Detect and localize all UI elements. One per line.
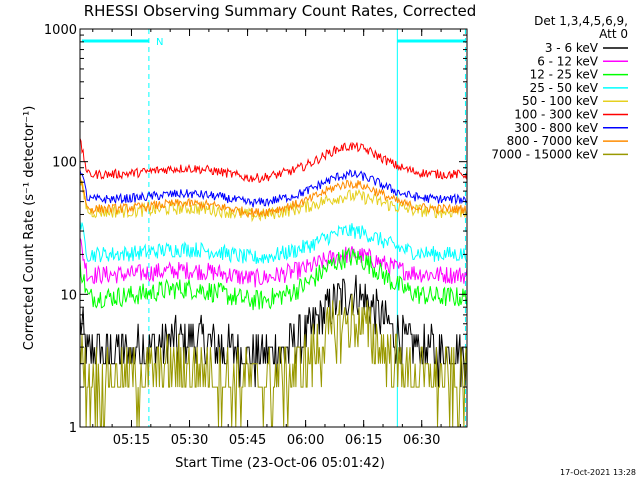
series-line-8 [79,294,468,428]
x-tick-label: 05:15 [113,433,150,448]
legend-label-4: 50 - 100 keV [522,94,599,108]
series-line-7 [79,177,468,218]
y-tick-label: 10 [60,288,77,303]
legend-header-line2: Att 0 [599,27,628,41]
series-line-6 [79,169,468,208]
legend-label-7: 800 - 7000 keV [507,134,599,148]
y-tick-label: 1000 [44,23,77,38]
series-line-3 [79,220,468,264]
axes-layer: 05:15 05:30 05:45 06:00 06:15 06:30 1 10 100 1000 [44,23,467,448]
timestamp: 17-Oct-2021 13:28 [560,468,636,477]
n-annotation: N [156,37,163,48]
plot-frame [79,28,468,428]
legend-label-1: 6 - 12 keV [537,54,599,68]
series-line-1 [79,237,468,288]
y-axis-label: Corrected Count Rate (s⁻¹ detector⁻¹) [22,106,37,351]
series-line-2 [79,247,468,311]
x-tick-label: 05:30 [171,433,208,448]
observing-interval-markers [81,29,466,427]
legend-label-8: 7000 - 15000 keV [491,147,598,161]
x-axis-label: Start Time (23-Oct-06 05:01:42) [175,456,385,471]
legend-label-3: 25 - 50 keV [530,81,599,95]
series-line-0 [79,274,467,388]
legend-label-5: 100 - 300 keV [514,108,598,122]
legend-header-line1: Det 1,3,4,5,6,9, [534,14,628,28]
x-tick-label: 05:45 [229,433,266,448]
y-tick-label: 100 [52,156,77,171]
x-tick-label: 06:30 [403,433,440,448]
legend-label-2: 12 - 25 keV [530,68,599,82]
series-layer [79,138,468,428]
legend-label-0: 3 - 6 keV [545,41,599,55]
series-line-5 [79,138,468,183]
x-tick-label: 06:00 [287,433,324,448]
legend-label-6: 300 - 800 keV [514,121,598,135]
chart-title: RHESSI Observing Summary Count Rates, Co… [84,2,477,20]
x-tick-label: 06:15 [345,433,382,448]
y-tick-label: 1 [69,421,77,436]
